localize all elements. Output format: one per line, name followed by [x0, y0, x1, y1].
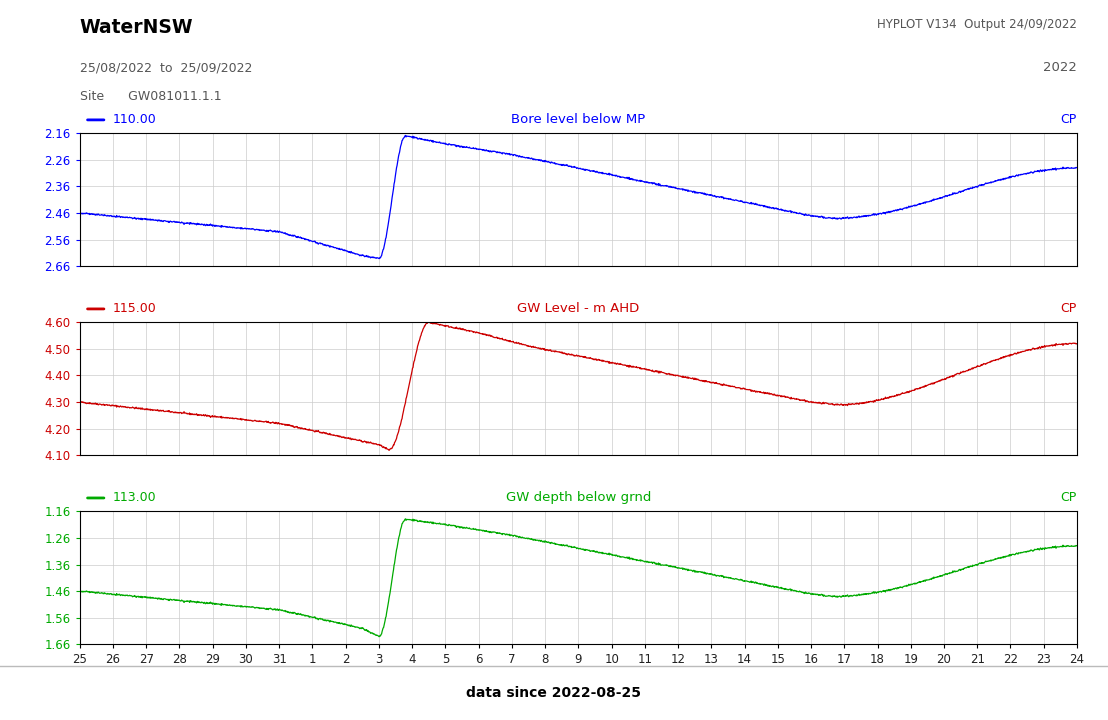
Text: 2022: 2022 [1043, 61, 1077, 74]
Text: CP: CP [1060, 492, 1077, 505]
Text: data since 2022-08-25: data since 2022-08-25 [466, 685, 642, 700]
Text: GW depth below grnd: GW depth below grnd [505, 492, 652, 505]
Text: CP: CP [1060, 302, 1077, 315]
Text: GW Level - m AHD: GW Level - m AHD [517, 302, 639, 315]
Text: Bore level below MP: Bore level below MP [511, 113, 646, 127]
Text: WaterNSW: WaterNSW [80, 18, 193, 37]
Text: Site      GW081011.1.1: Site GW081011.1.1 [80, 90, 222, 103]
Text: CP: CP [1060, 113, 1077, 127]
Text: 115.00: 115.00 [113, 302, 156, 315]
Text: HYPLOT V134  Output 24/09/2022: HYPLOT V134 Output 24/09/2022 [878, 18, 1077, 31]
Text: 25/08/2022  to  25/09/2022: 25/08/2022 to 25/09/2022 [80, 61, 253, 74]
Text: 113.00: 113.00 [113, 492, 156, 505]
Text: 110.00: 110.00 [113, 113, 156, 127]
